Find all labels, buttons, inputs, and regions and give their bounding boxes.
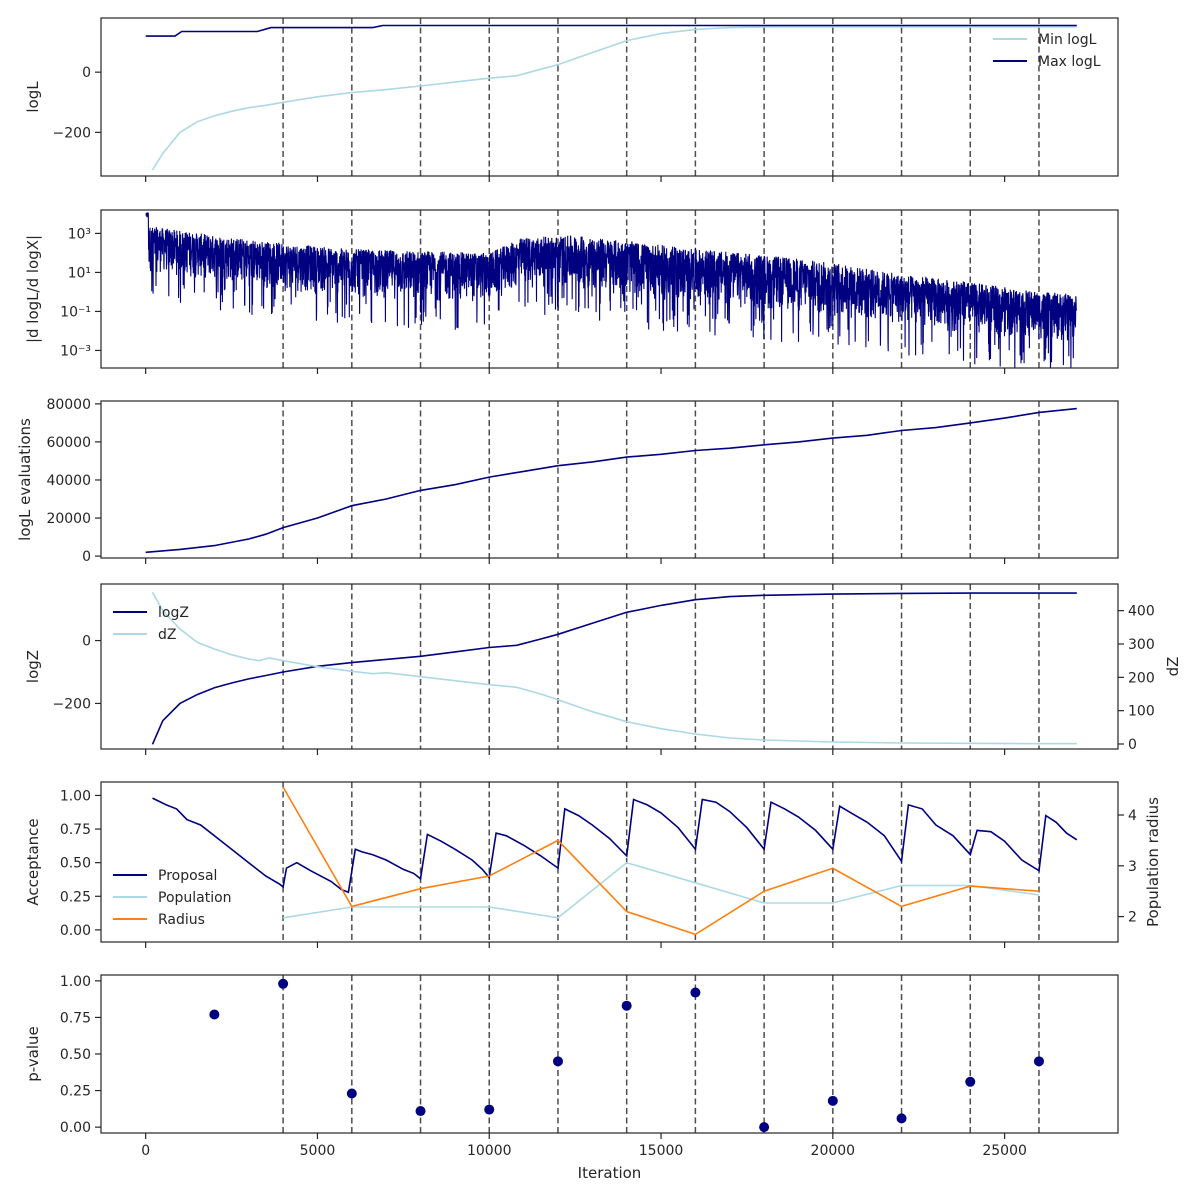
series-dz-line — [151, 591, 1077, 745]
x-tick-label: 25000 — [982, 1143, 1027, 1159]
legend: logZ dZ — [113, 605, 189, 643]
panel-frame — [100, 17, 1119, 177]
y-tick-label: 20000 — [46, 511, 91, 527]
y-right-tick-label: 4 — [1128, 808, 1137, 824]
y-tick-label: −200 — [53, 125, 91, 141]
y-right-tick-label: 400 — [1128, 604, 1155, 620]
y-right-tick-label: 3 — [1128, 859, 1137, 875]
point-20000 — [827, 1095, 838, 1106]
series-max-logl-line — [145, 24, 1077, 37]
panel-6: 0 5000 10000 15000 20000 25000 0.00 0.25 0.50 0.7… — [24, 974, 1119, 1182]
point-4000 — [278, 978, 289, 989]
point-18000 — [759, 1122, 770, 1133]
y-tick-label: 0.75 — [60, 1010, 91, 1026]
y-tick-label: 10³ — [68, 226, 91, 242]
y-right-tick-label: 100 — [1128, 704, 1155, 720]
y-right-axis-label: dZ — [1164, 657, 1182, 677]
legend: Min logL Max logL — [993, 32, 1101, 70]
y-tick-label: 0.75 — [60, 822, 91, 838]
x-tick-label: 15000 — [639, 1143, 684, 1159]
point-8000 — [415, 1106, 426, 1117]
y-tick-label: 40000 — [46, 473, 91, 489]
legend-label: Radius — [158, 912, 205, 928]
y-tick-label: 0 — [82, 65, 91, 81]
x-tick-label: 5000 — [300, 1143, 336, 1159]
point-22000 — [896, 1113, 907, 1124]
legend-label: dZ — [158, 627, 176, 643]
y-tick-label: 10¹ — [68, 265, 91, 281]
y-tick-label: 0 — [82, 549, 91, 565]
y-axis-label: logL — [24, 81, 42, 113]
y-tick-label: 10⁻³ — [60, 343, 91, 359]
legend-label: Max logL — [1038, 54, 1101, 70]
series-proposal-line — [152, 797, 1078, 894]
panel-1: −200 0 logL Min logL Max logL — [24, 17, 1119, 182]
y-tick-label: 80000 — [46, 397, 91, 413]
legend-label: Proposal — [158, 868, 217, 884]
y-tick-label: 0.50 — [60, 1047, 91, 1063]
panel-3: 0 20000 40000 60000 80000 logL evaluations — [16, 397, 1119, 565]
series-3-0-line — [145, 407, 1077, 554]
y-axis-label: logL evaluations — [16, 418, 34, 541]
series-logz-line — [151, 592, 1077, 745]
series-population-line — [282, 861, 1040, 919]
point-12000 — [552, 1056, 563, 1067]
legend-label: Population — [158, 890, 232, 906]
y-right-tick-label: 2 — [1128, 910, 1137, 926]
derivative-line — [145, 212, 1078, 368]
series-min-logl-line — [151, 26, 1077, 171]
y-right-tick-label: 200 — [1128, 670, 1155, 686]
point-2000 — [209, 1009, 220, 1020]
x-tick-label: 10000 — [467, 1143, 512, 1159]
y-tick-label: 0.00 — [60, 1120, 91, 1136]
panel-frame — [100, 209, 1119, 369]
y-axis-label: p-value — [24, 1026, 42, 1082]
point-6000 — [346, 1088, 357, 1099]
x-tick-label: 0 — [141, 1143, 150, 1159]
y-tick-label: 1.00 — [60, 974, 91, 990]
point-26000 — [1033, 1056, 1044, 1067]
point-24000 — [965, 1076, 976, 1087]
x-tick-label: 20000 — [811, 1143, 856, 1159]
panel-frame — [100, 583, 1119, 750]
series-radius-line — [282, 786, 1040, 936]
y-right-tick-label: 0 — [1128, 737, 1137, 753]
panel-5: 0.00 0.25 0.50 0.75 1.00 2 3 4 Acceptance Populat… — [24, 781, 1162, 948]
legend-label: logZ — [158, 605, 189, 621]
y-tick-label: 0.50 — [60, 856, 91, 872]
y-tick-label: 0 — [82, 634, 91, 650]
y-axis-label: Acceptance — [24, 818, 42, 905]
point-16000 — [690, 987, 701, 998]
y-tick-label: −200 — [53, 696, 91, 712]
point-10000 — [484, 1104, 495, 1115]
y-tick-label: 0.25 — [60, 889, 91, 905]
panel-frame — [100, 781, 1119, 943]
y-tick-label: 60000 — [46, 435, 91, 451]
panel-4: −200 0 0 100 200 300 400 logZ dZ logZ dZ — [24, 583, 1182, 755]
y-right-tick-label: 300 — [1128, 637, 1155, 653]
point-14000 — [621, 1000, 632, 1011]
panel-2: 10⁻³ 10⁻¹ 10¹ 10³ |d logL/d logX| — [24, 209, 1119, 374]
y-tick-label: 10⁻¹ — [60, 304, 91, 320]
y-tick-label: 0.00 — [60, 923, 91, 939]
y-axis-label: |d logL/d logX| — [24, 235, 42, 343]
legend-label: Min logL — [1038, 32, 1097, 48]
y-tick-label: 1.00 — [60, 788, 91, 804]
x-axis-label: Iteration — [578, 1164, 642, 1182]
y-tick-label: 0.25 — [60, 1084, 91, 1100]
y-axis-label: logZ — [24, 650, 42, 683]
y-right-axis-label: Population radius — [1144, 797, 1162, 927]
legend: Proposal Population Radius — [113, 868, 232, 928]
